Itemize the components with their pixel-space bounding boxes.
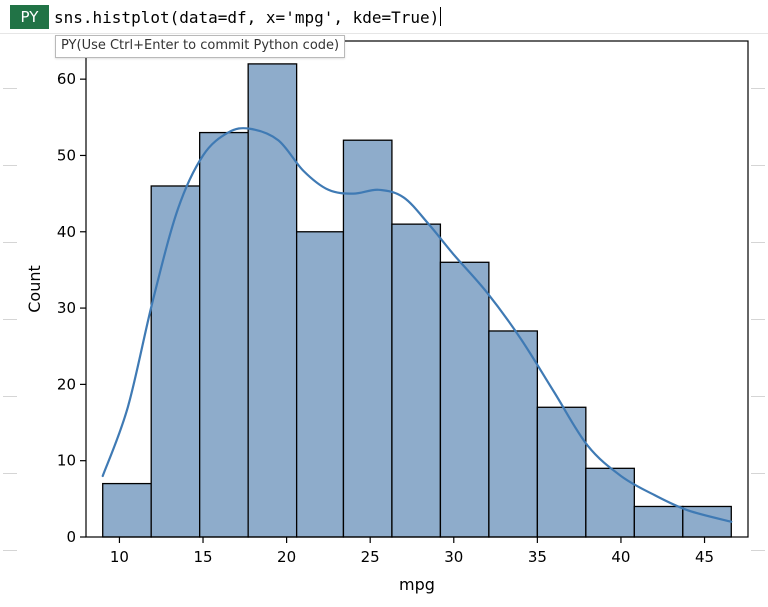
histogram-bar-6	[391, 223, 442, 538]
x-axis-label: mpg	[399, 575, 435, 594]
x-tick-label-10: 10	[110, 548, 129, 566]
histogram-bar-1	[150, 185, 201, 538]
y-tick-label-20: 20	[57, 375, 76, 393]
x-tick-label-20: 20	[277, 548, 296, 566]
x-tick-label-25: 25	[361, 548, 380, 566]
histogram-bar-0	[102, 482, 152, 538]
histogram-bar-4	[295, 231, 345, 538]
histogram-bar-2	[199, 131, 249, 538]
left-cell-gutter	[0, 33, 20, 607]
y-tick-label-30: 30	[57, 299, 76, 317]
formula-bar[interactable]: PY sns.histplot(data=df, x='mpg', kde=Tr…	[0, 0, 768, 34]
x-tick-label-45: 45	[695, 548, 714, 566]
y-tick-label-10: 10	[57, 452, 76, 470]
formula-code: sns.histplot(data=df, x='mpg', kde=True)	[54, 8, 440, 27]
histogram-bar-9	[536, 406, 587, 538]
commit-hint-tooltip: PY(Use Ctrl+Enter to commit Python code)	[55, 35, 346, 58]
plot-frame	[85, 40, 749, 538]
y-tick-label-50: 50	[57, 146, 76, 164]
y-axis-ticks: 0 10 20 30 40 50 60	[57, 70, 86, 546]
histogram-bar-10	[585, 467, 635, 538]
y-tick-label-40: 40	[57, 223, 76, 241]
histogram-bar-11	[633, 505, 684, 538]
histogram-bar-8	[488, 330, 539, 538]
x-tick-label-15: 15	[193, 548, 212, 566]
histogram-bar-7	[439, 261, 490, 538]
x-tick-label-35: 35	[528, 548, 547, 566]
histogram-bar-5	[342, 139, 393, 538]
kde-curve	[101, 127, 733, 523]
y-tick-label-0: 0	[66, 528, 76, 546]
x-tick-label-30: 30	[444, 548, 463, 566]
bars-group	[102, 63, 732, 538]
x-tick-label-40: 40	[611, 548, 630, 566]
y-axis-label: Count	[25, 265, 44, 313]
formula-input[interactable]: sns.histplot(data=df, x='mpg', kde=True)	[54, 7, 442, 28]
x-axis-ticks: 10 15 20 25 30 35 40 45	[110, 537, 714, 566]
histogram-bar-3	[247, 63, 298, 538]
python-mode-badge[interactable]: PY	[10, 5, 49, 29]
right-cell-gutter	[748, 33, 768, 607]
y-tick-label-60: 60	[57, 70, 76, 88]
text-cursor	[440, 7, 442, 26]
